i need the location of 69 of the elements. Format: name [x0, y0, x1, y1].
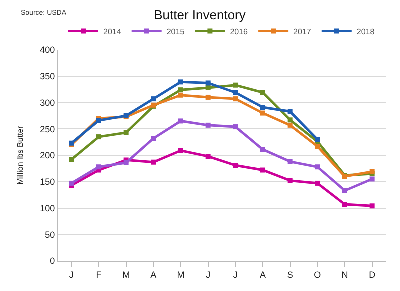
x-tick-label: A [260, 270, 266, 280]
point [260, 110, 266, 116]
y-tick-label: 200 [40, 150, 56, 161]
point [288, 159, 293, 164]
y-tick-label: 250 [40, 124, 56, 134]
x-tick-label: M [122, 270, 130, 280]
point [315, 144, 320, 150]
point [288, 122, 293, 128]
point [124, 130, 129, 136]
point [151, 96, 156, 102]
x-tick-label: M [177, 270, 185, 280]
y-tick-label: 0 [50, 256, 56, 266]
legend-label: 2016 [230, 27, 249, 36]
point [233, 90, 238, 96]
point [178, 92, 184, 98]
point [206, 80, 211, 86]
point [96, 164, 102, 170]
point [178, 118, 184, 124]
point [288, 118, 293, 123]
y-tick-label: 100 [40, 203, 56, 214]
x-tick-label: J [206, 270, 211, 280]
point [178, 148, 184, 154]
chart-title: Butter Inventory [154, 7, 246, 22]
y-tick-label: 150 [40, 177, 56, 188]
x-tick-label: N [342, 270, 348, 280]
point [342, 188, 348, 194]
point [315, 164, 320, 170]
legend-label: 2018 [356, 27, 376, 36]
y-tick-label: 350 [40, 72, 56, 82]
x-tick-label: J [233, 270, 238, 280]
point [233, 124, 238, 130]
point [233, 82, 238, 88]
y-tick-label: 300 [40, 98, 56, 108]
point [233, 96, 238, 102]
x-tick-label: O [314, 270, 322, 280]
x-tick-label: A [150, 270, 157, 280]
point [151, 136, 156, 142]
x-tick-label: J [69, 270, 74, 280]
point [260, 90, 266, 96]
point [69, 157, 74, 162]
legend-label: 2014 [104, 27, 122, 36]
legend-label: 2015 [166, 27, 186, 36]
x-tick-label: D [369, 270, 376, 280]
x-tick-label: S [287, 270, 294, 280]
x-tick-label: F [96, 270, 102, 280]
point [288, 109, 293, 114]
point [233, 163, 238, 168]
point [342, 202, 348, 208]
point [370, 204, 375, 209]
point [178, 80, 184, 85]
point [260, 105, 266, 110]
point [206, 94, 211, 100]
point [69, 180, 74, 186]
point [206, 122, 211, 128]
point [315, 180, 320, 186]
y-tick-label: 50 [45, 230, 56, 240]
point [206, 85, 211, 90]
y-tick-label: 400 [40, 45, 56, 56]
point [96, 134, 102, 140]
point [260, 168, 266, 173]
y-axis-title: Million lbs Butter [16, 126, 25, 185]
point [178, 88, 184, 93]
point [288, 178, 293, 184]
point [206, 154, 211, 160]
legend-label: 2017 [294, 27, 312, 36]
point [260, 147, 266, 152]
point [370, 176, 375, 182]
point [151, 160, 156, 165]
point [124, 160, 129, 166]
